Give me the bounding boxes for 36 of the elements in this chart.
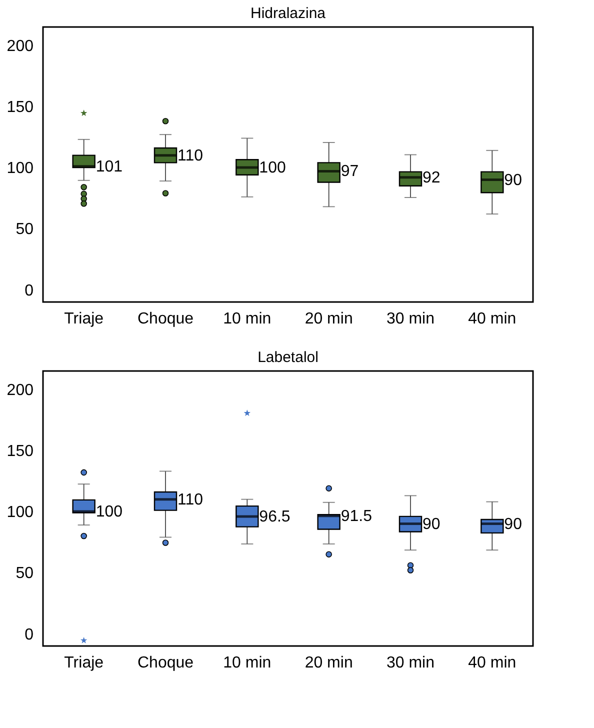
text: 90	[422, 516, 440, 533]
y-tick-label: 0	[24, 626, 34, 644]
x-tick-label: 20 min	[304, 654, 353, 672]
x-tick-label: Triaje	[64, 310, 104, 328]
text: 110	[178, 147, 204, 164]
text: 100	[96, 504, 123, 521]
chart-title: Labetalol	[258, 349, 318, 366]
y-tick-label: 150	[6, 98, 34, 116]
x-tick-label: 20 min	[304, 310, 353, 328]
text: 92	[422, 169, 440, 186]
x-tick-label: 10 min	[223, 310, 272, 328]
x-tick-label: 40 min	[468, 310, 516, 328]
text: 97	[340, 163, 359, 180]
x-tick-label: 10 min	[223, 654, 272, 672]
text: 91.5	[340, 508, 372, 525]
text: 110	[178, 491, 204, 508]
x-tick-label: 30 min	[386, 654, 435, 672]
x-tick-label: Triaje	[64, 654, 104, 672]
text: 101	[96, 158, 123, 176]
y-tick-label: 100	[6, 504, 34, 522]
y-tick-label: 200	[6, 382, 34, 399]
y-tick-label: 0	[24, 282, 34, 300]
x-tick-label: 40 min	[468, 654, 516, 672]
text: 90	[504, 172, 522, 189]
y-tick-label: 50	[16, 221, 34, 238]
y-tick-label: 150	[6, 442, 34, 460]
text: 100	[259, 160, 286, 177]
chart-title: Hidralazina	[250, 5, 326, 22]
text: 90	[504, 516, 522, 533]
y-tick-label: 50	[16, 565, 34, 582]
x-tick-label: Choque	[137, 654, 194, 672]
x-tick-label: Choque	[137, 310, 194, 328]
y-tick-label: 100	[6, 160, 34, 178]
text: 96.5	[259, 508, 290, 526]
x-tick-label: 30 min	[386, 310, 435, 328]
y-tick-label: 200	[6, 38, 34, 55]
